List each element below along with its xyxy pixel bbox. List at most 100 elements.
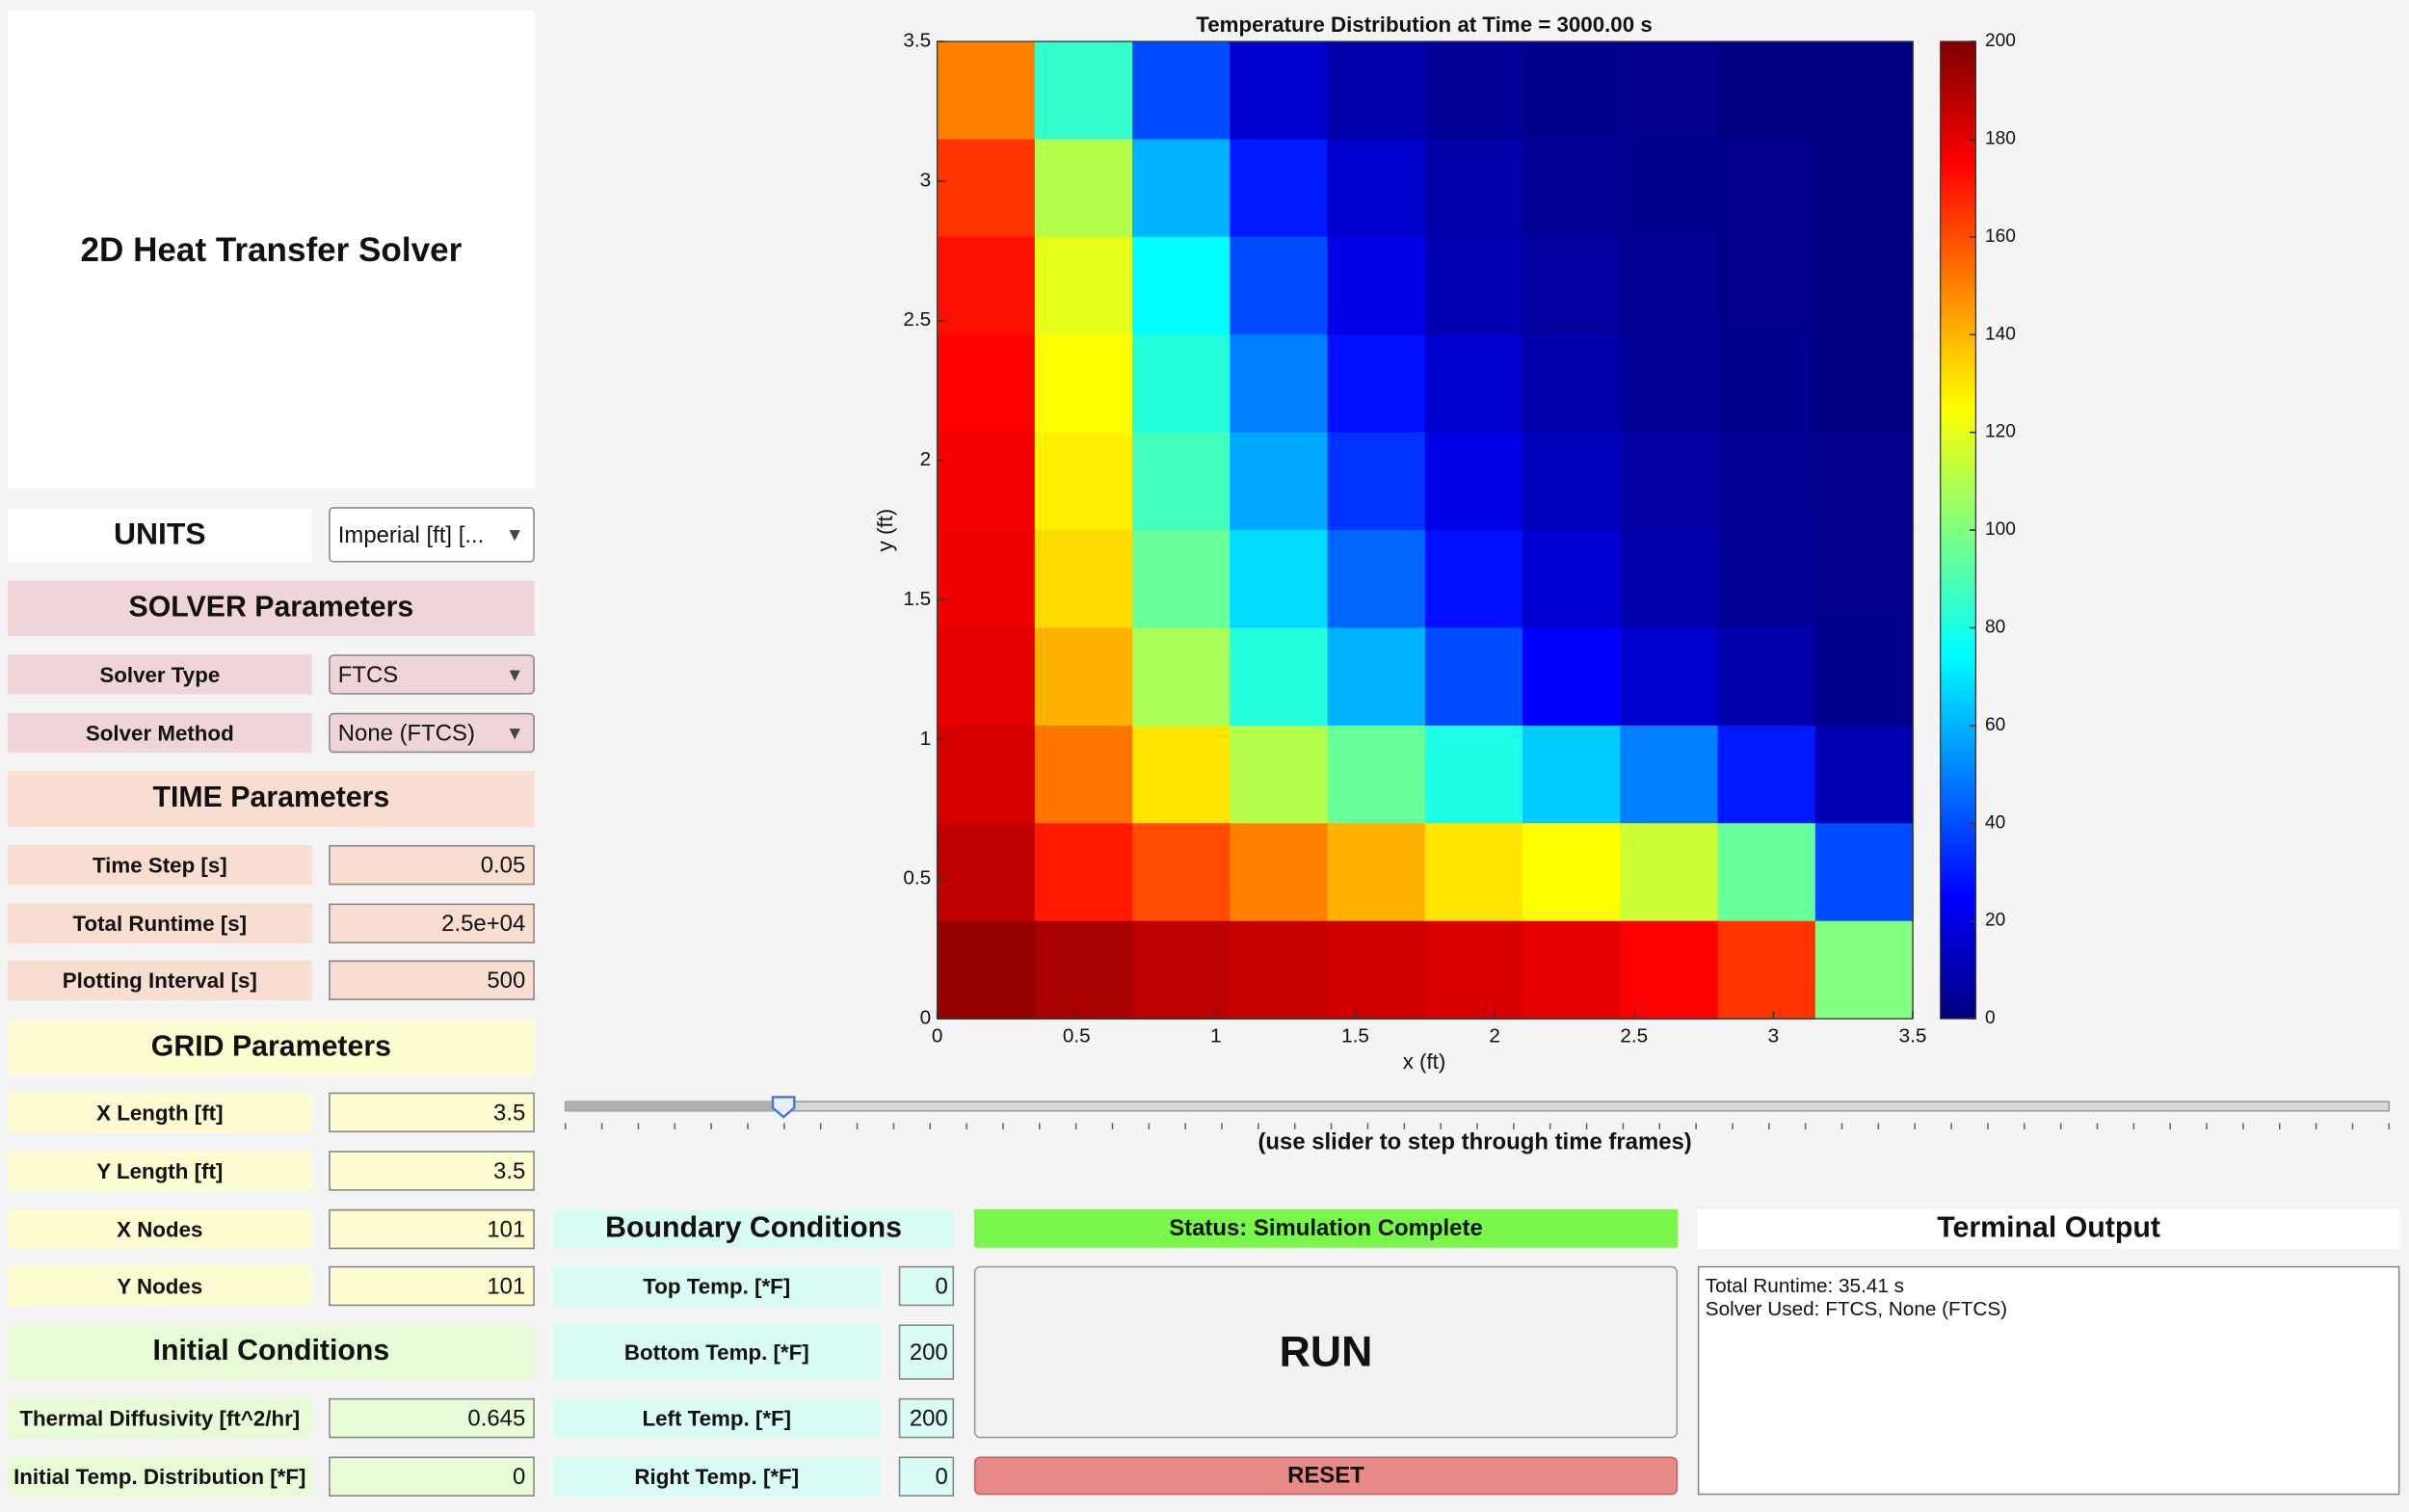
field-label: Initial Temp. Distribution [*F]: [7, 1456, 312, 1497]
x-tick-label: 0.5: [1063, 1025, 1091, 1048]
heatmap-cell: [1132, 334, 1231, 434]
heatmap-cell: [1814, 236, 1914, 336]
heatmap-cell: [1327, 139, 1426, 238]
heatmap-cell: [1327, 823, 1426, 922]
dropdown[interactable]: FTCS: [329, 654, 535, 695]
heatmap-cell: [1327, 334, 1426, 434]
x-tick-label: 2.5: [1620, 1025, 1648, 1048]
heatmap-cell: [1717, 725, 1816, 825]
text-field[interactable]: 0: [329, 1456, 535, 1497]
units-label: UNITS: [7, 508, 312, 563]
field-label: X Length [ft]: [7, 1092, 312, 1133]
heatmap-cell: [1522, 432, 1622, 531]
run-button[interactable]: RUN: [973, 1265, 1679, 1439]
colorbar-tick-label: 0: [1985, 1008, 1996, 1028]
heatmap-cell: [1717, 236, 1816, 336]
section-header: Boundary Conditions: [552, 1208, 955, 1250]
text-field[interactable]: 101: [329, 1208, 535, 1250]
heatmap-cell: [1814, 139, 1914, 238]
heatmap-cell: [1327, 920, 1426, 1020]
heatmap-cell: [1034, 334, 1133, 434]
slider-track[interactable]: [564, 1101, 2391, 1112]
x-tick-label: 1.5: [1341, 1025, 1369, 1048]
heatmap-cell: [1230, 432, 1329, 531]
units-dropdown[interactable]: Imperial [ft] [...: [329, 507, 535, 563]
field-label: Solver Method: [7, 712, 312, 754]
reset-button[interactable]: RESET: [973, 1456, 1679, 1496]
heatmap-cell: [937, 530, 1036, 629]
heatmap-cell: [1717, 530, 1816, 629]
heatmap-cell: [1814, 432, 1914, 531]
heatmap-cell: [1522, 139, 1622, 238]
heatmap-cell: [1034, 41, 1133, 141]
y-tick-label: 3: [920, 169, 932, 191]
heatmap-cell: [1327, 627, 1426, 727]
heatmap-cell: [1522, 41, 1622, 141]
field-label: Bottom Temp. [*F]: [552, 1324, 881, 1380]
heatmap-cell: [1132, 627, 1231, 727]
text-field[interactable]: 101: [329, 1265, 535, 1307]
heatmap-cell: [1034, 627, 1133, 727]
status-bar: Status: Simulation Complete: [973, 1208, 1679, 1248]
heatmap-cell: [1620, 236, 1719, 336]
section-header: Initial Conditions: [7, 1324, 535, 1380]
heatmap-cell: [1327, 530, 1426, 629]
text-field[interactable]: 0: [898, 1456, 955, 1497]
text-field[interactable]: 3.5: [329, 1151, 535, 1191]
heatmap-cell: [1620, 139, 1719, 238]
text-field[interactable]: 0: [898, 1265, 955, 1307]
text-field[interactable]: 0.05: [329, 844, 535, 886]
text-field[interactable]: 0.645: [329, 1397, 535, 1439]
terminal-output: Total Runtime: 35.41 s Solver Used: FTCS,…: [1697, 1265, 2400, 1496]
heatmap-cell: [1814, 41, 1914, 141]
x-tick-label: 2: [1489, 1025, 1500, 1048]
axes-frame: [936, 40, 1914, 1020]
heatmap-cell: [937, 334, 1036, 434]
dropdown[interactable]: None (FTCS): [329, 712, 535, 754]
heatmap-cell: [1132, 236, 1231, 336]
heatmap-cell: [1522, 823, 1622, 922]
field-label: Y Nodes: [7, 1265, 312, 1307]
text-field[interactable]: 3.5: [329, 1092, 535, 1133]
heatmap-cell: [1034, 236, 1133, 336]
heatmap-cell: [1717, 920, 1816, 1020]
heatmap-cell: [1132, 139, 1231, 238]
heatmap-cell: [1034, 432, 1133, 531]
heatmap-cell: [1424, 334, 1523, 434]
text-field[interactable]: 2.5e+04: [329, 903, 535, 943]
y-axis-label: y (ft): [873, 509, 897, 552]
terminal-line: Solver Used: FTCS, None (FTCS): [1705, 1296, 2008, 1320]
heatmap-cell: [1814, 823, 1914, 922]
heatmap-cell: [1717, 41, 1816, 141]
x-tick-label: 3.5: [1899, 1025, 1927, 1048]
heatmap-cell: [1717, 823, 1816, 922]
y-tick-label: 2.5: [903, 308, 931, 331]
heatmap-cell: [1327, 41, 1426, 141]
heatmap-cell: [1230, 725, 1329, 825]
field-label: Time Step [s]: [7, 844, 312, 886]
heatmap-cell: [937, 725, 1036, 825]
heatmap-cell: [1230, 236, 1329, 336]
colorbar-tick-label: 100: [1985, 519, 2016, 540]
text-field[interactable]: 200: [898, 1324, 955, 1380]
heatmap-cell: [1327, 725, 1426, 825]
text-field[interactable]: 500: [329, 960, 535, 1000]
x-tick-label: 0: [932, 1025, 943, 1048]
heatmap-cell: [1814, 334, 1914, 434]
y-tick-label: 2: [920, 448, 932, 470]
heatmap-cell: [1034, 530, 1133, 629]
field-label: Total Runtime [s]: [7, 903, 312, 943]
field-label: Solver Type: [7, 654, 312, 695]
heatmap-cell: [1522, 920, 1622, 1020]
chart-title: Temperature Distribution at Time = 3000.…: [1196, 13, 1653, 37]
heatmap-cell: [937, 920, 1036, 1020]
slider-thumb[interactable]: [771, 1096, 796, 1119]
heatmap-cell: [1424, 920, 1523, 1020]
terminal-header: Terminal Output: [1697, 1208, 2400, 1250]
text-field[interactable]: 200: [898, 1397, 955, 1439]
heatmap-cell: [1424, 530, 1523, 629]
heatmap-cell: [1034, 920, 1133, 1020]
y-tick-label: 1.5: [903, 588, 931, 610]
heatmap-cell: [937, 432, 1036, 531]
